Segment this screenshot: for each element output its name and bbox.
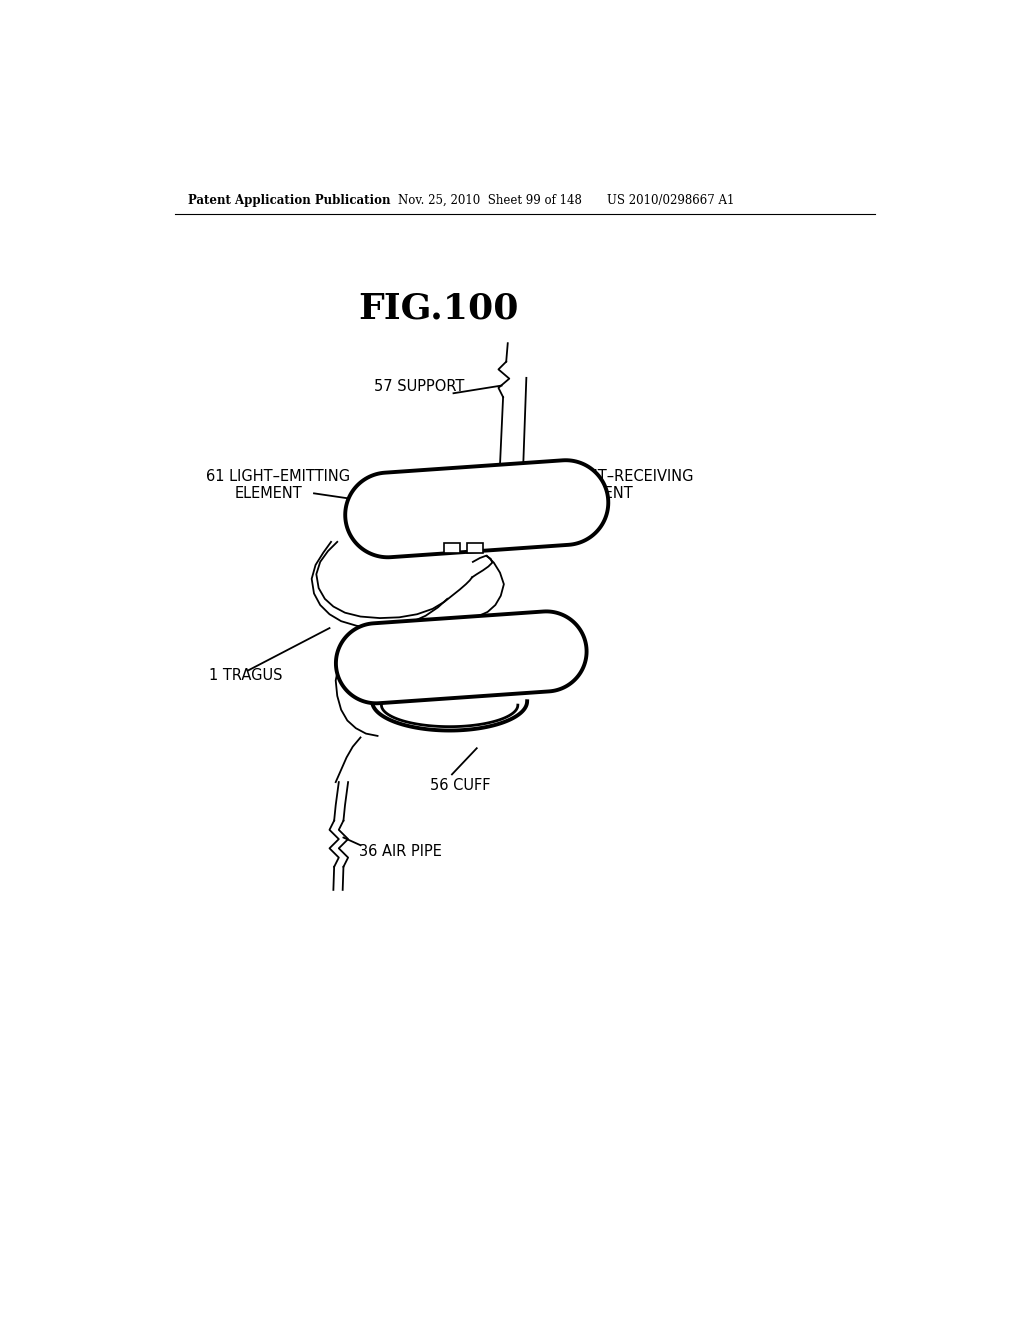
Text: ELEMENT: ELEMENT <box>566 486 634 500</box>
Text: FIG.100: FIG.100 <box>357 292 518 326</box>
FancyBboxPatch shape <box>444 544 460 553</box>
Polygon shape <box>336 611 587 704</box>
Polygon shape <box>345 461 608 557</box>
Text: 1 TRAGUS: 1 TRAGUS <box>209 668 283 684</box>
FancyBboxPatch shape <box>467 544 483 553</box>
Text: Patent Application Publication: Patent Application Publication <box>188 194 391 207</box>
Text: 36 AIR PIPE: 36 AIR PIPE <box>359 843 441 859</box>
Text: 62 LIGHT–RECEIVING: 62 LIGHT–RECEIVING <box>541 469 694 484</box>
Text: ELEMENT: ELEMENT <box>234 486 302 500</box>
Text: Nov. 25, 2010  Sheet 99 of 148: Nov. 25, 2010 Sheet 99 of 148 <box>397 194 582 207</box>
Text: 57 SUPPORT: 57 SUPPORT <box>375 379 465 393</box>
Text: 56 CUFF: 56 CUFF <box>430 779 490 793</box>
Text: US 2010/0298667 A1: US 2010/0298667 A1 <box>607 194 734 207</box>
Text: 61 LIGHT–EMITTING: 61 LIGHT–EMITTING <box>206 469 349 484</box>
